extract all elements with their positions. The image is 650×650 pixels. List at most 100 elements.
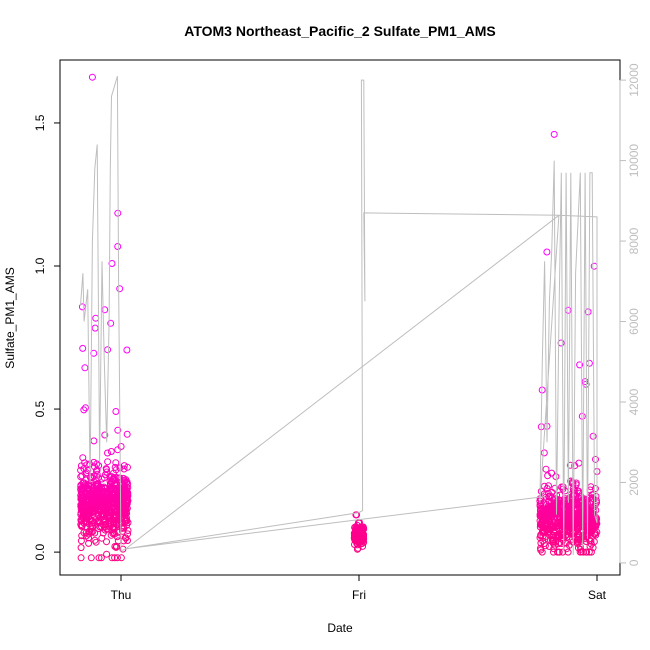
- data-point: [587, 537, 595, 545]
- data-point: [91, 463, 98, 471]
- data-point: [92, 314, 100, 322]
- data-point: [104, 449, 111, 457]
- data-point: [547, 530, 555, 538]
- data-point: [354, 544, 362, 552]
- data-point: [545, 543, 553, 550]
- data-point: [107, 448, 115, 455]
- data-point: [553, 522, 561, 530]
- data-point: [77, 462, 85, 470]
- data-point: [358, 540, 366, 548]
- data-point: [565, 512, 573, 520]
- data-point: [584, 308, 592, 316]
- data-point: [90, 458, 98, 466]
- data-point: [83, 511, 91, 519]
- data-point: [580, 535, 588, 543]
- data-point: [89, 508, 97, 516]
- right-axis-series: [80, 75, 598, 555]
- data-point: [89, 493, 97, 501]
- axes: 0.0 0.5 1.0 1.5 0 2000 4000 6000 8000 10000 12000 T…: [33, 63, 641, 602]
- data-point: [546, 506, 553, 514]
- data-point: [561, 516, 569, 524]
- data-point: [103, 466, 110, 474]
- data-point: [98, 475, 106, 483]
- data-point: [90, 437, 98, 445]
- data-point: [540, 449, 548, 457]
- data-point: [353, 524, 361, 532]
- data-point: [88, 474, 96, 482]
- data-point: [118, 514, 126, 522]
- data-point: [91, 529, 99, 537]
- data-point: [351, 536, 359, 544]
- data-point: [77, 473, 85, 481]
- data-point: [107, 319, 115, 327]
- data-point: [77, 537, 85, 545]
- data-point: [559, 548, 567, 556]
- data-point: [108, 486, 116, 493]
- data-point: [77, 466, 85, 474]
- data-point: [104, 458, 112, 466]
- data-point: [536, 502, 544, 510]
- y-tick-label: 0.0: [33, 543, 47, 560]
- data-point: [102, 517, 110, 525]
- data-point: [564, 527, 572, 535]
- right-axis-line: [80, 75, 598, 555]
- data-point: [540, 540, 548, 547]
- data-point: [77, 492, 85, 499]
- x-tick-label: Fri: [352, 588, 366, 602]
- x-tick-label: Thu: [111, 588, 132, 602]
- data-point: [102, 509, 110, 517]
- data-point: [98, 534, 106, 542]
- data-point: [87, 554, 95, 562]
- data-point: [555, 533, 563, 540]
- data-point: [79, 344, 87, 352]
- data-point: [561, 539, 569, 547]
- data-point: [585, 359, 593, 367]
- y2-tick-label: 12000: [627, 63, 641, 97]
- data-point: [572, 479, 580, 487]
- data-point: [352, 526, 360, 533]
- data-point: [82, 532, 90, 540]
- data-point: [118, 523, 126, 531]
- data-point: [90, 349, 98, 357]
- data-point: [84, 467, 92, 475]
- data-point: [91, 489, 98, 497]
- data-point: [103, 538, 110, 546]
- data-point: [112, 408, 120, 415]
- y2-tick-label: 4000: [627, 388, 641, 415]
- data-point: [93, 470, 101, 478]
- data-point: [81, 481, 89, 489]
- data-point: [543, 248, 551, 256]
- data-point: [77, 516, 85, 524]
- data-point: [576, 361, 584, 369]
- data-point: [103, 510, 110, 518]
- data-point: [119, 480, 127, 488]
- data-points: [77, 73, 601, 562]
- data-point: [80, 406, 88, 414]
- x-axis-label: Date: [327, 621, 353, 635]
- data-point: [561, 498, 569, 506]
- y2-tick-label: 0: [627, 559, 641, 566]
- data-point: [111, 510, 119, 518]
- data-point: [110, 500, 118, 508]
- data-point: [85, 539, 93, 547]
- data-point: [552, 538, 560, 546]
- data-point: [117, 493, 125, 501]
- data-point: [108, 554, 116, 562]
- data-point: [537, 539, 545, 547]
- data-point: [101, 431, 109, 439]
- data-point: [106, 523, 114, 530]
- y2-tick-label: 2000: [627, 469, 641, 496]
- data-point: [92, 493, 100, 501]
- data-point: [97, 501, 105, 509]
- y-tick-label: 0.5: [33, 400, 47, 417]
- data-point: [82, 404, 89, 412]
- data-point: [123, 484, 131, 491]
- data-point: [95, 554, 103, 562]
- data-point: [549, 537, 557, 545]
- data-point: [586, 542, 594, 550]
- data-point: [113, 542, 121, 550]
- data-point: [115, 493, 123, 501]
- data-point: [101, 471, 109, 479]
- data-point: [111, 503, 118, 511]
- data-point: [81, 504, 89, 512]
